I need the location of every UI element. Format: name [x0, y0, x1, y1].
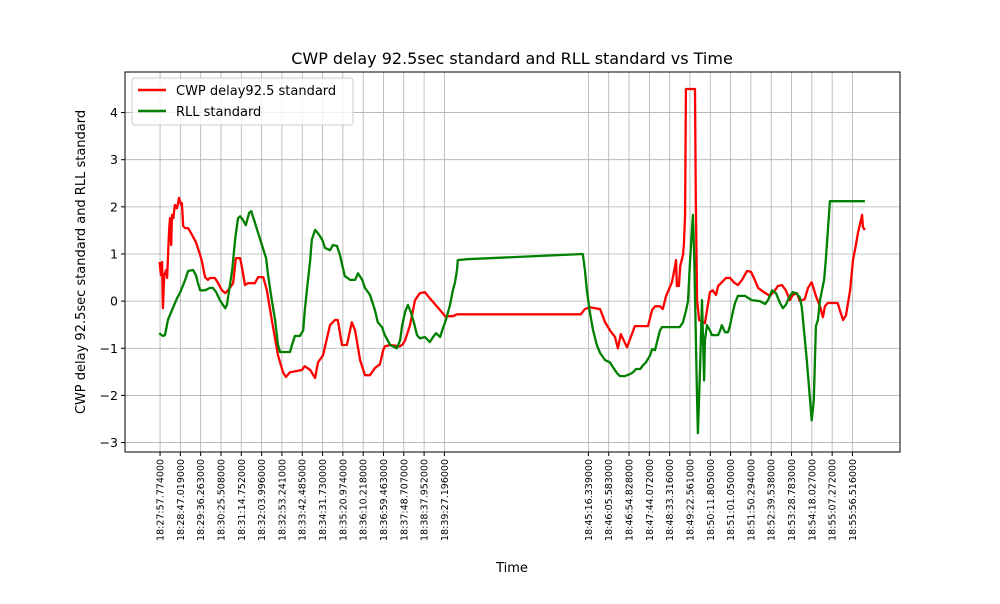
x-tick-label: 18:39:27.196000 — [440, 459, 451, 541]
x-tick-label: 18:55:07.272000 — [828, 459, 839, 541]
x-tick-label: 18:36:10.218000 — [359, 459, 370, 541]
legend-label-rll: RLL standard — [176, 105, 261, 120]
x-tick-label: 18:47:44.072000 — [645, 459, 656, 541]
y-tick-label: 4 — [110, 105, 118, 120]
x-tick-label: 18:37:48.707000 — [399, 459, 410, 541]
x-tick-label: 18:51:50.294000 — [746, 459, 757, 541]
x-axis-ticks: 18:27:57.774000 18:28:47.019000 18:29:36.2… — [156, 452, 859, 541]
x-tick-label: 18:33:42.485000 — [298, 459, 309, 541]
x-tick-label: 18:38:37.952000 — [420, 459, 431, 541]
y-axis-label: CWP delay 92.5sec standard and RLL stand… — [74, 110, 89, 414]
x-tick-label: 18:27:57.774000 — [156, 459, 167, 541]
x-tick-label: 18:49:22.561000 — [685, 459, 696, 541]
x-axis-label: Time — [495, 561, 528, 576]
y-tick-label: 2 — [110, 199, 118, 214]
x-tick-label: 18:48:33.316000 — [665, 459, 676, 541]
x-tick-label: 18:55:56.516000 — [848, 459, 859, 541]
x-tick-label: 18:29:36.263000 — [196, 459, 207, 541]
series-line-rll-standard — [158, 200, 865, 435]
x-tick-label: 18:46:54.828000 — [625, 459, 636, 541]
y-tick-label: 0 — [110, 294, 118, 309]
legend-label-cwp: CWP delay92.5 standard — [176, 84, 336, 99]
x-tick-label: 18:53:28.783000 — [787, 459, 798, 541]
x-tick-label: 18:32:03.996000 — [257, 459, 268, 541]
y-tick-label: −3 — [100, 435, 118, 450]
y-tick-label: −2 — [100, 388, 118, 403]
x-tick-label: 18:45:16.339000 — [584, 459, 595, 541]
x-tick-label: 18:51:01.050000 — [726, 459, 737, 541]
x-tick-label: 18:28:47.019000 — [176, 459, 187, 541]
plot-frame — [124, 71, 901, 453]
y-tick-label: 3 — [110, 152, 118, 167]
grid — [125, 72, 900, 452]
x-tick-label: 18:35:20.974000 — [338, 459, 349, 541]
series-line-cwp-delay — [158, 87, 866, 380]
x-tick-label: 18:31:14.752000 — [237, 459, 248, 541]
x-tick-label: 18:32:53.241000 — [277, 459, 288, 541]
legend: CWP delay92.5 standard RLL standard — [131, 77, 354, 126]
series-lines — [158, 87, 866, 435]
x-tick-label: 18:46:05.583000 — [604, 459, 615, 541]
x-tick-label: 18:50:11.805000 — [706, 459, 717, 541]
chart-title: CWP delay 92.5sec standard and RLL stand… — [291, 49, 733, 68]
x-tick-label: 18:52:39.538000 — [767, 459, 778, 541]
y-tick-label: 1 — [110, 246, 118, 261]
x-tick-label: 18:54:18.027000 — [807, 459, 818, 541]
x-tick-label: 18:36:59.463000 — [379, 459, 390, 541]
y-axis-ticks: −3 −2 −1 0 1 2 3 4 — [100, 105, 125, 450]
x-tick-label: 18:30:25.508000 — [216, 459, 227, 541]
y-tick-label: −1 — [100, 341, 118, 356]
x-tick-label: 18:34:31.730000 — [318, 459, 329, 541]
